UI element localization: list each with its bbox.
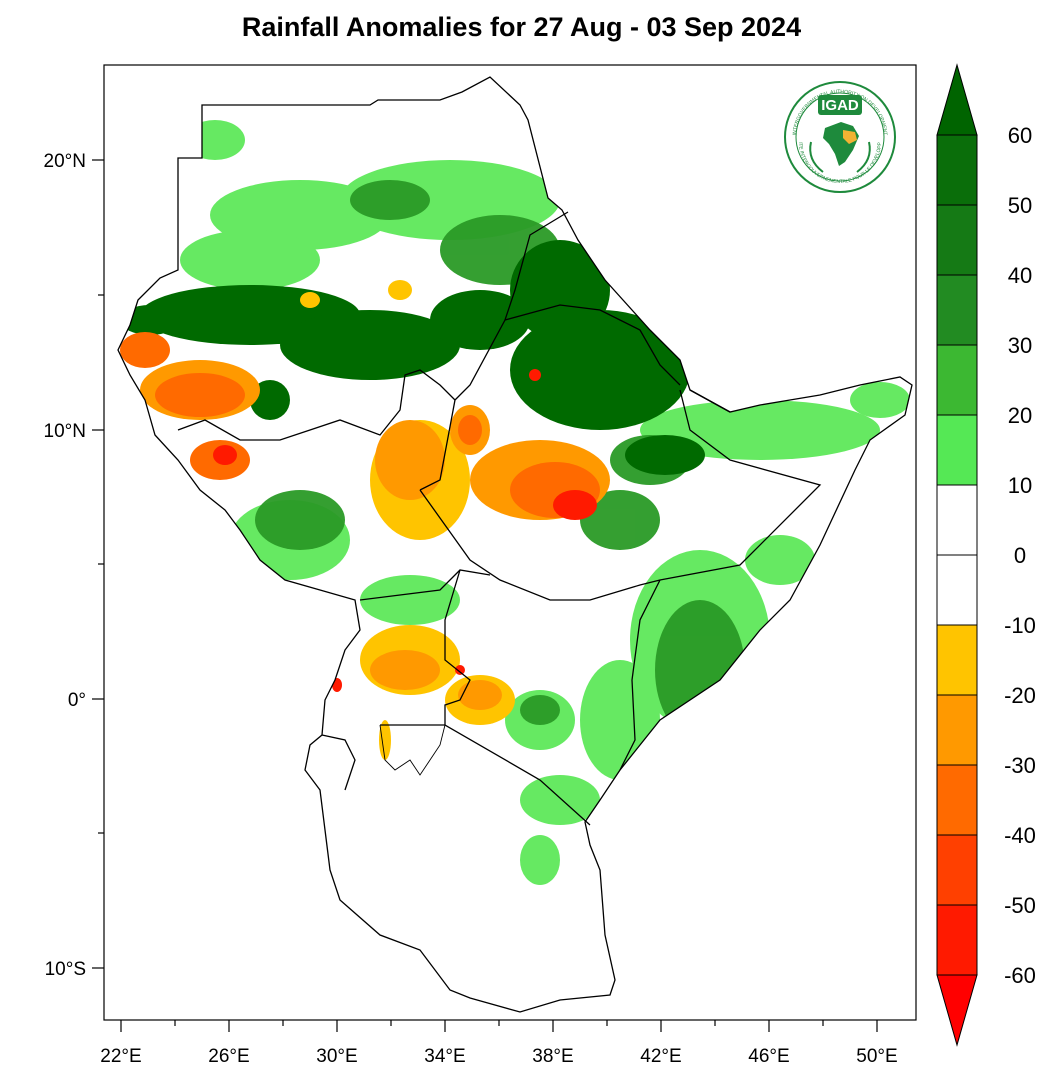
colorbar-segment: [936, 694, 978, 766]
colorbar-tick-label: 30: [1008, 333, 1032, 358]
igad-logo: INTERGOVERNMENTAL AUTHORITY ON DEVELOPME…: [783, 80, 896, 193]
colorbar-tick-label: -50: [1004, 893, 1036, 918]
colorbar-segment: [936, 414, 978, 486]
chart-title: Rainfall Anomalies for 27 Aug - 03 Sep 2…: [241, 12, 802, 42]
lat-tick-label: 20°N: [44, 151, 86, 172]
country-borders: [117, 76, 913, 1013]
colorbar-segment: [936, 274, 978, 346]
colorbar-segment: [936, 624, 978, 696]
colorbar-segment: [936, 484, 978, 556]
lat-tick-marks: [92, 159, 104, 969]
colorbar-tick-label: 0: [1014, 543, 1026, 568]
lon-tick-label: 22°E: [100, 1046, 141, 1067]
colorbar-tick-label: 20: [1008, 403, 1032, 428]
lat-tick-label: 0°: [68, 690, 86, 711]
colorbar-tick-label: -40: [1004, 823, 1036, 848]
colorbar-bottom-arrow: [936, 974, 978, 1047]
colorbar-tick-label: 10: [1008, 473, 1032, 498]
colorbar-tick-label: 50: [1008, 193, 1032, 218]
colorbar-top-arrow: [936, 63, 978, 136]
colorbar-tick-label: 60: [1008, 123, 1032, 148]
colorbar-segment: [936, 554, 978, 626]
colorbar-segment: [936, 204, 978, 276]
colorbar: [936, 63, 978, 1047]
lat-tick-label: 10°S: [45, 959, 86, 980]
lat-tick-label: 10°N: [44, 421, 86, 442]
colorbar-segment: [936, 344, 978, 416]
lon-tick-label: 30°E: [316, 1046, 357, 1067]
logo-acronym: IGAD: [821, 97, 859, 114]
colorbar-tick-label: -30: [1004, 753, 1036, 778]
lon-tick-label: 46°E: [748, 1046, 789, 1067]
lon-tick-label: 34°E: [424, 1046, 465, 1067]
lon-tick-marks: [120, 1020, 878, 1032]
colorbar-segment: [936, 904, 978, 976]
colorbar-tick-label: -60: [1004, 963, 1036, 988]
lon-tick-label: 26°E: [208, 1046, 249, 1067]
lon-tick-label: 50°E: [856, 1046, 897, 1067]
lon-tick-label: 42°E: [640, 1046, 681, 1067]
igad-africa-emblem-icon: [809, 122, 871, 173]
colorbar-tick-label: -10: [1004, 613, 1036, 638]
colorbar-segment: [936, 764, 978, 836]
colorbar-tick-label: 40: [1008, 263, 1032, 288]
colorbar-segment: [936, 134, 978, 206]
colorbar-labels: 60 50 40 30 20 10 0 -10 -20 -30 -40 -50 -60: [1004, 123, 1036, 988]
colorbar-segment: [936, 834, 978, 906]
lon-tick-label: 38°E: [532, 1046, 573, 1067]
colorbar-tick-label: -20: [1004, 683, 1036, 708]
